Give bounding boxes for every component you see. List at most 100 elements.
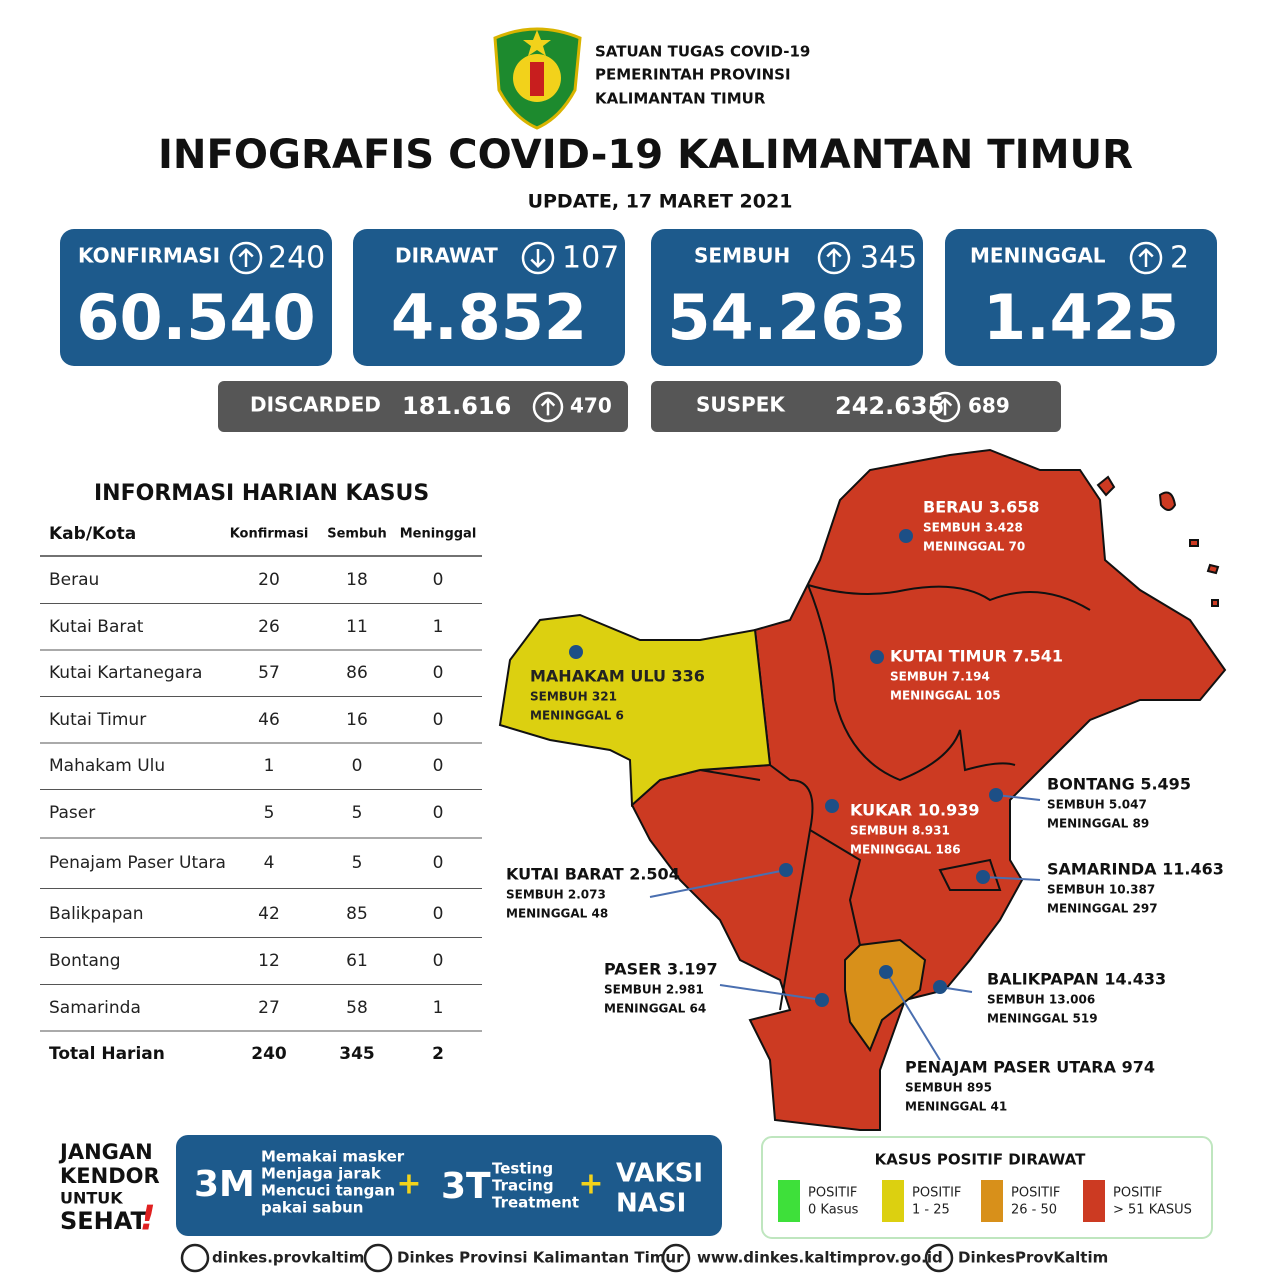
region-meninggal: MENINGGAL 519	[987, 1012, 1098, 1026]
stat-value: 4.852	[391, 281, 587, 354]
map-islands	[1096, 475, 1220, 607]
table-cell: 57	[258, 663, 280, 683]
stat-change: 345	[860, 241, 917, 276]
region-sembuh: SEMBUH 321	[530, 690, 617, 704]
social-icon	[661, 1243, 691, 1273]
stat-value: 1.425	[983, 281, 1179, 354]
table-cell: 5	[264, 803, 275, 823]
m3-item: Mencuci tangan	[261, 1182, 395, 1200]
arrow-icon	[530, 249, 546, 269]
region-label: KUTAI TIMUR 7.541	[890, 647, 1063, 666]
table-cell: 1	[264, 756, 275, 776]
table-cell: 11	[346, 617, 368, 637]
region-label: KUTAI BARAT 2.504	[506, 865, 680, 884]
region-label: MAHAKAM ULU 336	[530, 667, 705, 686]
leader-lines	[649, 794, 1041, 1061]
secondary-card	[218, 381, 628, 432]
region-meninggal: MENINGGAL 186	[850, 843, 961, 857]
table-cell: 0	[433, 756, 444, 776]
legend-swatch	[778, 1180, 800, 1222]
secondary-value: 181.616	[402, 392, 511, 420]
region-meninggal: MENINGGAL 41	[905, 1100, 1007, 1114]
t3-label: 3T	[441, 1166, 491, 1207]
region-dot	[870, 650, 884, 664]
table-cell: 1	[433, 617, 444, 637]
org-line: KALIMANTAN TIMUR	[595, 90, 766, 108]
logo-center	[530, 62, 544, 96]
plus: +	[578, 1167, 603, 1202]
map-red-area	[630, 448, 1227, 1131]
m3-item: Menjaga jarak	[261, 1165, 382, 1183]
stat-card	[651, 229, 923, 366]
table-cell: Kutai Timur	[49, 710, 146, 730]
m3-item: pakai sabun	[261, 1199, 363, 1217]
table-cell: 46	[258, 710, 280, 730]
stat-card	[945, 229, 1217, 366]
table-cell: 0	[433, 663, 444, 683]
arrow-icon	[826, 247, 842, 267]
region-label: SAMARINDA 11.463	[1047, 860, 1224, 879]
stat-card	[353, 229, 625, 366]
m3-label: 3M	[194, 1164, 255, 1205]
region-dot	[815, 993, 829, 1007]
social-text: DinkesProvKaltim	[958, 1249, 1108, 1267]
arrow-icon	[238, 247, 254, 267]
table-cell: 58	[346, 998, 368, 1018]
social-text: dinkes.provkaltim	[212, 1249, 364, 1267]
table-cell: Kutai Barat	[49, 617, 144, 637]
stat-change: 240	[268, 241, 325, 276]
arrow-circle	[532, 391, 564, 423]
arrow-circle	[1129, 241, 1163, 275]
table-cell: 0	[433, 853, 444, 873]
table-header: Meninggal	[400, 527, 477, 542]
table-cell: 18	[346, 570, 368, 590]
table-cell: 27	[258, 998, 280, 1018]
region-label: BONTANG 5.495	[1047, 775, 1191, 794]
legend-title: KASUS POSITIF DIRAWAT	[875, 1151, 1086, 1169]
region-meninggal: MENINGGAL 89	[1047, 817, 1149, 831]
table-cell: 0	[433, 570, 444, 590]
table-cell: Samarinda	[49, 998, 141, 1018]
stat-label: MENINGGAL	[970, 244, 1106, 268]
stat-label: KONFIRMASI	[78, 244, 220, 268]
region-sembuh: SEMBUH 2.981	[604, 983, 704, 997]
table-cell: 0	[433, 904, 444, 924]
arrow-icon	[937, 397, 953, 416]
map-ppu	[844, 938, 927, 1053]
table-title: INFORMASI HARIAN KASUS	[94, 481, 429, 506]
title: INFOGRAFIS COVID-19 KALIMANTAN TIMUR	[158, 132, 1133, 178]
region-sembuh: SEMBUH 10.387	[1047, 883, 1155, 897]
table-cell: 26	[258, 617, 280, 637]
social-icon	[924, 1243, 954, 1273]
region-meninggal: MENINGGAL 70	[923, 540, 1025, 554]
table-cell: 0	[433, 803, 444, 823]
stat-card	[60, 229, 332, 366]
region-sembuh: SEMBUH 3.428	[923, 521, 1023, 535]
region-meninggal: MENINGGAL 105	[890, 689, 1001, 703]
region-dot	[779, 863, 793, 877]
map	[498, 448, 1227, 1131]
table-cell: Penajam Paser Utara	[49, 853, 226, 873]
region-label: PASER 3.197	[604, 960, 718, 979]
legend-text: POSITIF	[808, 1186, 857, 1201]
stat-change: 107	[562, 241, 619, 276]
legend-swatch	[882, 1180, 904, 1222]
stat-value: 54.263	[667, 281, 906, 354]
table-cell: Bontang	[49, 951, 121, 971]
legend-text: POSITIF	[912, 1186, 961, 1201]
table-cell: 86	[346, 663, 368, 683]
region-sembuh: SEMBUH 895	[905, 1081, 992, 1095]
secondary-change: 689	[968, 394, 1010, 418]
vaksin: NASI	[616, 1189, 686, 1219]
table-header: Kab/Kota	[49, 524, 136, 544]
table-cell: 42	[258, 904, 280, 924]
region-dot	[933, 980, 947, 994]
t3-item: Testing	[492, 1160, 553, 1178]
legend-text: 1 - 25	[912, 1203, 950, 1218]
secondary-value: 242.635	[835, 392, 944, 420]
legend-text: 26 - 50	[1011, 1203, 1057, 1218]
region-dot	[899, 529, 913, 543]
table-cell: 16	[346, 710, 368, 730]
region-label: PENAJAM PASER UTARA 974	[905, 1058, 1155, 1077]
